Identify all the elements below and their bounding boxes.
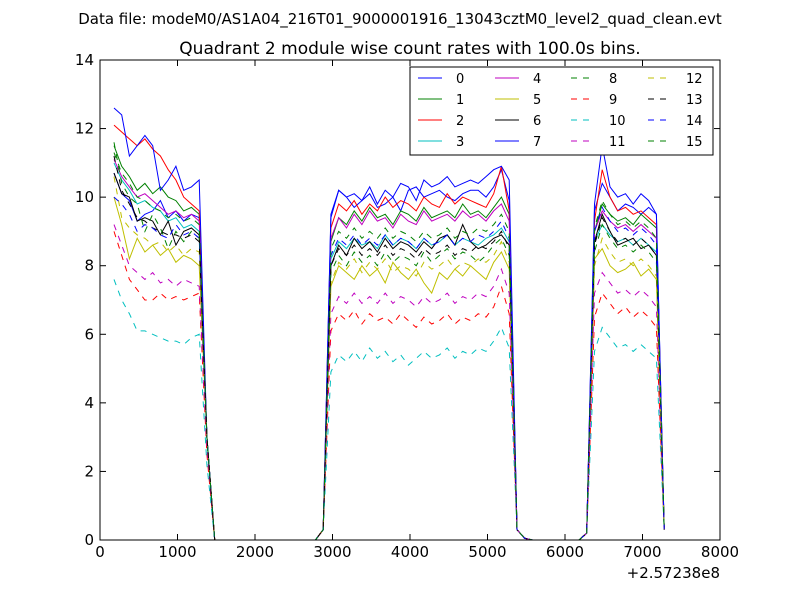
chart-title: Quadrant 2 module wise count rates with … (179, 39, 640, 59)
series-line-15 (113, 152, 665, 541)
legend-label-9: 9 (609, 93, 617, 108)
x-tick-label: 3000 (313, 543, 351, 561)
x-tick-label: 2000 (236, 543, 274, 561)
y-tick-label: 14 (75, 51, 94, 69)
legend-label-2: 2 (456, 114, 464, 129)
y-tick-label: 0 (84, 531, 94, 549)
legend-label-3: 3 (456, 135, 464, 150)
x-tick-label: 6000 (546, 543, 584, 561)
legend-frame (409, 66, 714, 156)
legend-label-5: 5 (533, 93, 541, 108)
series-line-10 (113, 279, 665, 541)
axis-ticks: 0 1000 2000 3000 4000 5000 6000 7000 80000246810… (75, 51, 739, 561)
legend-label-11: 11 (609, 135, 626, 150)
legend-label-13: 13 (686, 93, 703, 108)
x-tick-label: 4000 (391, 543, 429, 561)
y-tick-label: 12 (75, 120, 94, 138)
x-offset-label: +2.57238e8 (627, 564, 720, 582)
x-tick-label: 8000 (701, 543, 739, 561)
legend-label-10: 10 (609, 114, 626, 129)
legend-label-7: 7 (533, 135, 541, 150)
legend-label-8: 8 (609, 72, 617, 87)
x-tick-label: 7000 (623, 543, 661, 561)
legend-label-14: 14 (686, 114, 703, 129)
y-tick-label: 2 (84, 462, 94, 480)
x-tick-label: 5000 (468, 543, 506, 561)
figure-suptitle: Data file: modeM0/AS1A04_216T01_90000019… (78, 10, 722, 29)
series-line-11 (113, 224, 665, 541)
y-tick-label: 10 (75, 188, 94, 206)
x-tick-label: 1000 (158, 543, 196, 561)
y-tick-label: 4 (84, 394, 94, 412)
legend-label-0: 0 (456, 72, 464, 87)
y-tick-label: 6 (84, 325, 94, 343)
legend-label-6: 6 (533, 114, 541, 129)
y-tick-label: 8 (84, 257, 94, 275)
legend-label-12: 12 (686, 72, 703, 87)
legend-label-15: 15 (686, 135, 703, 150)
x-tick-label: 0 (95, 543, 105, 561)
legend-label-1: 1 (456, 93, 464, 108)
legend-label-4: 4 (533, 72, 541, 87)
